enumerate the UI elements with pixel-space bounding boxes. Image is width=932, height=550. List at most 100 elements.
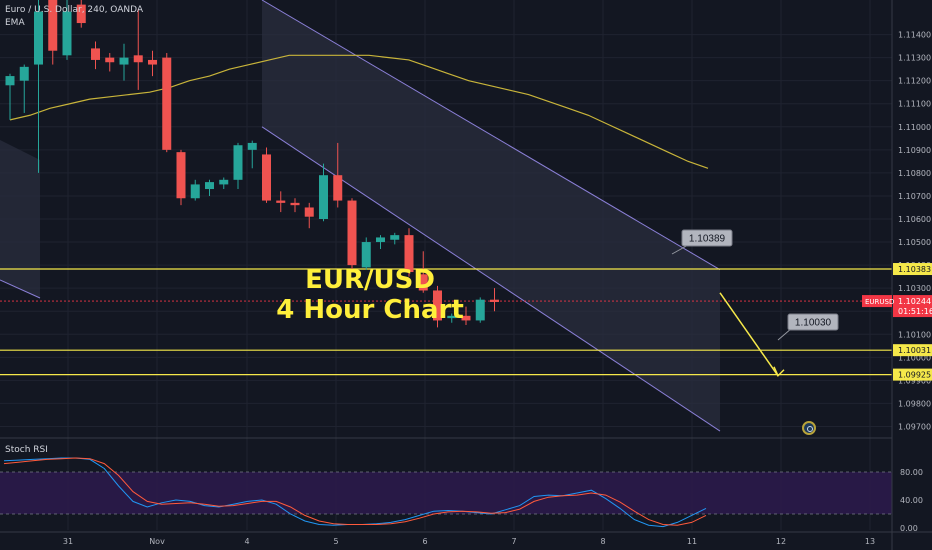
chart-title-line2: 4 Hour Chart bbox=[276, 295, 464, 325]
candle-body bbox=[176, 152, 186, 199]
current-price-value: 1.10244 bbox=[898, 297, 931, 306]
candle-body bbox=[233, 145, 243, 180]
price-channel-left bbox=[0, 140, 41, 299]
candle-body bbox=[418, 274, 428, 291]
callout-text: 1.10389 bbox=[689, 234, 726, 245]
current-price-tag bbox=[893, 295, 932, 318]
candle-body bbox=[162, 57, 172, 150]
forecast-arrow bbox=[719, 292, 785, 378]
time-tick-label: 31 bbox=[63, 537, 73, 546]
time-tick-label: Nov bbox=[149, 537, 165, 546]
indicator-label: EMA bbox=[5, 18, 25, 28]
symbol-tag bbox=[862, 295, 892, 308]
arrow-shaft bbox=[719, 292, 779, 377]
horizontal-levels[interactable] bbox=[0, 268, 892, 376]
candle-body bbox=[133, 55, 143, 63]
candle-body bbox=[290, 202, 300, 206]
candle-body bbox=[205, 182, 214, 190]
time-tick-label: 5 bbox=[333, 537, 338, 546]
candle-body bbox=[475, 299, 485, 321]
level-tag-label: 1.10383 bbox=[898, 265, 931, 274]
price-tick-label: 1.11200 bbox=[898, 77, 931, 86]
candle-body bbox=[461, 315, 471, 321]
channel-left-fill bbox=[0, 140, 40, 298]
arrow-head bbox=[773, 366, 785, 378]
rsi-tick-label: 40.00 bbox=[900, 496, 923, 505]
rsi-tick-label: 80.00 bbox=[900, 468, 923, 477]
symbol-header: Euro / U.S. Dollar, 240, OANDA bbox=[5, 5, 144, 15]
time-tick-label: 13 bbox=[865, 537, 875, 546]
candle-body bbox=[119, 57, 129, 65]
callout-box bbox=[681, 229, 733, 247]
level-tag bbox=[893, 344, 932, 357]
time-tick-label: 12 bbox=[776, 537, 786, 546]
candle-body bbox=[433, 290, 442, 321]
price-channel bbox=[261, 0, 721, 432]
candle-body bbox=[390, 235, 400, 240]
stoch-rsi-panel bbox=[0, 437, 892, 528]
channel-fill bbox=[262, 0, 720, 432]
price-tick-label: 1.10500 bbox=[898, 238, 931, 247]
rsi-d-line bbox=[3, 457, 707, 526]
level-tag bbox=[893, 263, 932, 276]
candle-body bbox=[48, 0, 58, 51]
candle-body bbox=[105, 57, 115, 63]
candle-body bbox=[490, 299, 499, 302]
candle-body bbox=[319, 175, 328, 219]
level-tag-label: 1.10031 bbox=[898, 346, 931, 355]
price-tick-label: 1.10600 bbox=[898, 215, 931, 224]
candle-body bbox=[76, 4, 86, 24]
channel-left-line bbox=[0, 279, 41, 299]
candle-body bbox=[404, 235, 414, 273]
callout-text: 1.10030 bbox=[795, 318, 832, 329]
candle-body bbox=[276, 200, 286, 203]
ema-line bbox=[9, 54, 709, 169]
candle-body bbox=[361, 242, 371, 268]
candlesticks bbox=[5, 0, 499, 328]
price-tick-label: 1.09700 bbox=[898, 422, 931, 431]
price-tick-label: 1.10000 bbox=[898, 353, 931, 362]
level-tag-label: 1.09925 bbox=[898, 371, 931, 380]
candle-body bbox=[148, 59, 157, 65]
price-tick-label: 1.10300 bbox=[898, 284, 931, 293]
time-axis[interactable]: 31 Nov 4 5 6 7 8 11 12 13 bbox=[0, 531, 932, 546]
candle-body bbox=[219, 179, 229, 185]
countdown-timer: 01:51:16 bbox=[898, 307, 932, 316]
candle-body bbox=[190, 184, 200, 199]
price-tick-label: 1.10800 bbox=[898, 169, 931, 178]
candle-body bbox=[5, 76, 15, 86]
price-tick-label: 1.09900 bbox=[898, 376, 931, 385]
price-tick-label: 1.09800 bbox=[898, 399, 931, 408]
price-tick-label: 1.11300 bbox=[898, 54, 931, 63]
time-tick-label: 8 bbox=[600, 537, 605, 546]
callout-box bbox=[787, 313, 839, 331]
candle-body bbox=[304, 207, 314, 217]
price-tick-label: 1.11100 bbox=[898, 100, 931, 109]
candle-body bbox=[347, 200, 357, 266]
candle-body bbox=[19, 66, 29, 81]
time-tick-label: 7 bbox=[511, 537, 516, 546]
candle-body bbox=[34, 11, 43, 65]
price-tick-label: 1.10100 bbox=[898, 330, 931, 339]
candle-body bbox=[376, 237, 385, 243]
price-axis[interactable]: 1.11400 1.11300 1.11200 1.11100 1.11000 1.109… bbox=[862, 0, 932, 550]
candle-body bbox=[91, 48, 100, 60]
price-tick-label: 1.10900 bbox=[898, 146, 931, 155]
time-tick-label: 11 bbox=[687, 537, 697, 546]
candle-body bbox=[62, 11, 72, 56]
channel-upper-line bbox=[261, 0, 721, 271]
chart-title-line1: EUR/USD bbox=[305, 265, 435, 295]
symbol-tag-label: EURUSD bbox=[865, 298, 894, 306]
candle-body bbox=[247, 142, 257, 150]
rsi-band bbox=[0, 472, 892, 514]
rsi-tick-label: 0.00 bbox=[900, 524, 918, 533]
candle-body bbox=[262, 154, 271, 201]
target-icon[interactable] bbox=[802, 421, 816, 435]
chart-title: EUR/USD 4 Hour Chart bbox=[270, 265, 470, 325]
candle-body bbox=[333, 175, 343, 201]
candle-body bbox=[447, 315, 457, 319]
price-annotations: 1.10389 1.10030 bbox=[671, 229, 839, 341]
price-tick-label: 1.10700 bbox=[898, 192, 931, 201]
rsi-label: Stoch RSI bbox=[5, 445, 48, 455]
